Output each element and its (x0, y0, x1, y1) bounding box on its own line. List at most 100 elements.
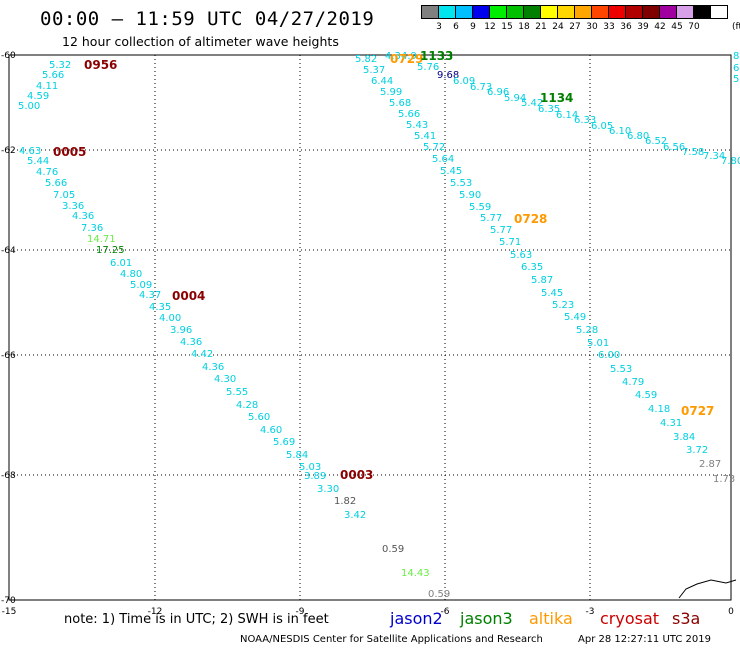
scale-label: 12 (484, 22, 496, 32)
scale-swatch (507, 5, 524, 18)
wave-height-value: 3.36 (62, 201, 84, 212)
pass-time-label: 0005 (53, 145, 86, 159)
scale-label: 70 (688, 22, 700, 32)
scale-label: 30 (586, 22, 598, 32)
pass-time-label: 0728 (514, 212, 547, 226)
wave-height-value: 5.60 (248, 412, 270, 423)
wave-height-value: 0.59 (382, 544, 404, 555)
wave-height-value: 5.53 (450, 178, 472, 189)
scale-label: 6 (453, 22, 459, 32)
wave-height-value: 5.53 (610, 364, 632, 375)
wave-height-value: 5.55 (226, 387, 248, 398)
wave-height-value: 4.59 (27, 91, 49, 102)
scale-label: 24 (552, 22, 564, 32)
wave-height-value: 5.66 (398, 109, 420, 120)
wave-height-value: 5.28 (576, 325, 598, 336)
wave-height-value: 6.33 (574, 115, 596, 126)
pass-time-label: 0004 (172, 289, 205, 303)
wave-height-value: 5.49 (564, 312, 586, 323)
scale-swatch (473, 5, 490, 18)
wave-height-value: 4.42 (191, 349, 213, 360)
wave-height-value: 9.68 (437, 70, 459, 81)
lat-label: -66 (1, 351, 16, 361)
wave-height-value: 5.63 (510, 250, 532, 261)
wave-height-value: 6.52 (645, 136, 667, 147)
wave-height-value: 5.03 (299, 462, 321, 473)
scale-swatch (660, 5, 677, 18)
scale-label: 21 (535, 22, 547, 32)
wave-height-value: 3.96 (170, 325, 192, 336)
scale-swatch (524, 5, 541, 18)
scale-swatch (694, 5, 711, 18)
page-title: 00:00 – 11:59 UTC 04/27/2019 (40, 8, 375, 30)
pass-time-label: 0956 (84, 58, 117, 72)
wave-height-value: 6.80 (627, 131, 649, 142)
wave-height-value: 4.30 (214, 374, 236, 385)
lat-label: -68 (1, 471, 16, 481)
wave-height-value: 5.45 (541, 288, 563, 299)
wave-height-value: 5.84 (286, 450, 308, 461)
wave-height-value: 4.59 (635, 390, 657, 401)
wave-height-value: 7.58 (682, 147, 704, 158)
wave-height-value: 8 (733, 51, 739, 62)
wave-height-points: 5.325.664.114.595.004.635.444.765.667.05… (18, 51, 740, 600)
scale-swatch (575, 5, 592, 18)
wave-height-value: 4.3 (385, 51, 401, 62)
wave-height-value: 1.82 (334, 496, 356, 507)
lon-label: -3 (586, 607, 595, 617)
wave-height-value: 5.45 (440, 166, 462, 177)
scale-swatch (541, 5, 558, 18)
wave-height-value: 5.66 (42, 70, 64, 81)
wave-height-value: 6.10 (609, 126, 631, 137)
wave-height-value: 5.82 (355, 54, 377, 65)
scale-swatch (558, 5, 575, 18)
wave-height-value: 5.44 (27, 156, 49, 167)
lat-label: -70 (1, 596, 16, 606)
pass-time-label: 1134 (540, 91, 573, 105)
scale-swatch (456, 5, 473, 18)
wave-height-value: 5.99 (380, 87, 402, 98)
wave-height-value: 5.77 (480, 213, 502, 224)
wave-height-value: 3.89 (304, 471, 326, 482)
scale-swatch (626, 5, 643, 18)
wave-height-value: 5.87 (531, 275, 553, 286)
wave-height-value: 5.94 (504, 93, 526, 104)
scale-label: 3 (436, 22, 442, 32)
wave-height-value: 6.96 (487, 87, 509, 98)
scale-swatch (677, 5, 694, 18)
wave-height-value: 6.14 (556, 110, 578, 121)
wave-height-value: 6.00 (598, 350, 620, 361)
wave-height-value: 4.60 (260, 425, 282, 436)
wave-height-value: 5.37 (363, 65, 385, 76)
wave-height-value: 17.25 (96, 245, 125, 256)
wave-height-value: 4.37 (139, 290, 161, 301)
wave-height-value: 0.59 (428, 589, 450, 600)
lat-lon-grid (9, 55, 731, 600)
footer-note: note: 1) Time is in UTC; 2) SWH is in fe… (64, 612, 329, 627)
wave-height-value: 5.90 (459, 190, 481, 201)
wave-height-value: 2.87 (699, 459, 721, 470)
wave-height-value: 6.56 (663, 142, 685, 153)
wave-height-value: 5.64 (432, 154, 454, 165)
scale-swatch (643, 5, 660, 18)
scale-label: 42 (654, 22, 666, 32)
wave-height-value: 4.11 (36, 81, 58, 92)
wave-height-value: 5 (733, 74, 739, 85)
wave-height-value: 7.05 (53, 190, 75, 201)
wave-height-value: 4.80 (120, 269, 142, 280)
wave-height-value: 5.76 (417, 62, 439, 73)
lat-label: -62 (1, 146, 16, 156)
scale-swatch (439, 5, 456, 18)
wave-height-value: 6.44 (371, 76, 393, 87)
page-subtitle: 12 hour collection of altimeter wave hei… (62, 34, 339, 49)
wave-height-value: 4.79 (622, 377, 644, 388)
scale-label: 39 (637, 22, 649, 32)
wave-height-value: 4.31 (660, 418, 682, 429)
scale-label: 27 (569, 22, 581, 32)
scale-label: 36 (620, 22, 632, 32)
wave-height-value: 6.35 (538, 104, 560, 115)
wave-height-value: 5.66 (45, 178, 67, 189)
legend-cryosat: cryosat (600, 609, 660, 628)
wave-height-value: 3.42 (344, 510, 366, 521)
